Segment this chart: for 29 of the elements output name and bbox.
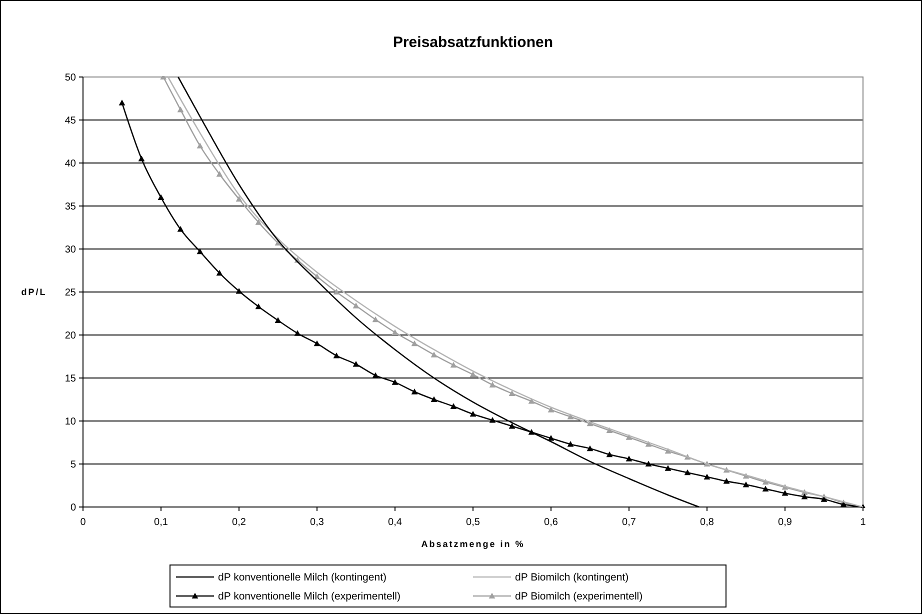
x-tick-label: 0,1 (154, 517, 168, 528)
y-tick-label: 40 (64, 158, 76, 170)
chart-title: Preisabsatzfunktionen (392, 34, 554, 51)
y-axis-title: dP/L (21, 287, 47, 298)
x-tick-label: 1 (860, 517, 866, 528)
y-tick-label: 30 (64, 244, 76, 256)
y-tick-label: 5 (70, 460, 76, 470)
legend-label: dP Biomilch (kontingent) (515, 572, 629, 584)
x-axis-title: Absatzmenge in % (421, 539, 525, 549)
x-tick-label: 0,4 (388, 517, 402, 528)
x-tick-label: 0,8 (700, 517, 714, 528)
legend-label: dP konventionelle Milch (experimentell) (218, 590, 400, 603)
y-tick-label: 25 (64, 288, 76, 298)
y-tick-label: 10 (64, 416, 76, 428)
legend-label: dP Biomilch (experimentell) (515, 590, 643, 603)
x-tick-label: 0,7 (622, 517, 636, 528)
x-tick-label: 0 (80, 517, 86, 528)
y-tick-label: 0 (70, 502, 76, 514)
y-tick-label: 15 (64, 374, 76, 384)
x-tick-label: 0,5 (466, 517, 480, 528)
y-tick-label: 35 (64, 202, 76, 212)
x-tick-label: 0,3 (310, 517, 324, 528)
x-tick-label: 0,2 (232, 517, 246, 528)
y-tick-label: 50 (64, 72, 76, 84)
y-tick-label: 45 (64, 116, 76, 126)
y-tick-label: 20 (64, 330, 76, 342)
x-tick-label: 0,9 (778, 517, 792, 528)
x-tick-label: 0,6 (544, 517, 558, 528)
legend-label: dP konventionelle Milch (kontingent) (218, 572, 386, 584)
